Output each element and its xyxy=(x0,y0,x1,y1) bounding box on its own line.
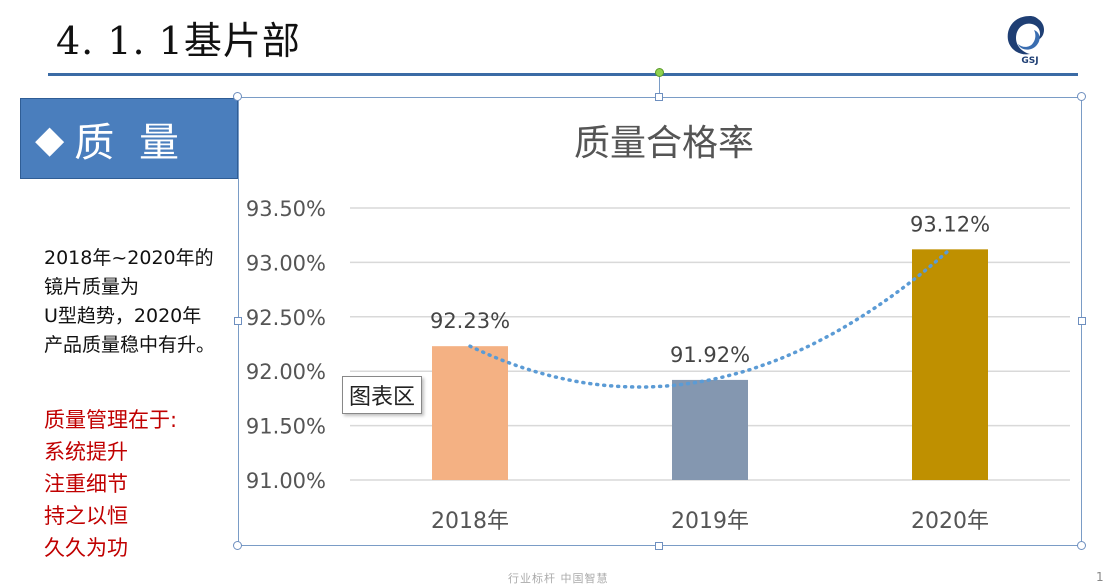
y-tick-label: 91.00% xyxy=(246,469,326,493)
point-line: 持之以恒 xyxy=(44,504,128,528)
section-label-box: ◆ 质 量 xyxy=(20,98,238,179)
description-line: 镜片质量为 xyxy=(44,276,140,298)
resize-handle-bottom-left[interactable] xyxy=(233,541,242,550)
y-tick-label: 92.50% xyxy=(246,306,326,330)
resize-handle-bottom-right[interactable] xyxy=(1077,541,1086,550)
chart-area-tooltip: 图表区 xyxy=(342,376,423,414)
point-line: 系统提升 xyxy=(44,440,128,464)
footer-slogan: 行业标杆 中国智慧 xyxy=(508,572,609,585)
y-tick-label: 91.50% xyxy=(246,415,326,439)
slide-title: 4. 1. 1基片部 xyxy=(56,19,301,63)
bar-2018年 xyxy=(432,346,508,480)
point-line: 注重细节 xyxy=(44,472,128,496)
point-line: 久久为功 xyxy=(44,536,128,560)
resize-handle-top[interactable] xyxy=(655,93,663,101)
rotate-handle-stem xyxy=(659,76,660,96)
data-label: 93.12% xyxy=(910,212,990,236)
y-tick-label: 93.00% xyxy=(246,251,326,275)
resize-handle-top-right[interactable] xyxy=(1077,92,1086,101)
bar-2020年 xyxy=(912,249,988,480)
x-tick-label: 2019年 xyxy=(671,509,749,534)
chart-title: 质量合格率 xyxy=(574,123,754,164)
description-line: 产品质量稳中有升。 xyxy=(44,334,216,356)
resize-handle-right[interactable] xyxy=(1078,317,1086,325)
logo-text: GSJ xyxy=(1021,56,1039,66)
point-line: 质量管理在于: xyxy=(44,408,178,432)
logo-swirl-icon xyxy=(1007,16,1044,55)
data-label: 91.92% xyxy=(670,343,750,367)
management-points: 质量管理在于: 系统提升 注重细节 持之以恒 久久为功 xyxy=(44,404,177,564)
diamond-icon: ◆ xyxy=(35,116,65,161)
x-tick-label: 2020年 xyxy=(911,509,989,534)
section-label: 质 量 xyxy=(74,119,185,166)
title-divider xyxy=(48,73,1078,76)
description-text: 2018年~2020年的 镜片质量为 U型趋势，2020年 产品质量稳中有升。 xyxy=(44,244,234,360)
y-tick-label: 92.00% xyxy=(246,360,326,384)
resize-handle-top-left[interactable] xyxy=(233,92,242,101)
description-line: U型趋势，2020年 xyxy=(44,305,202,327)
resize-handle-bottom[interactable] xyxy=(655,542,663,550)
y-tick-label: 93.50% xyxy=(246,197,326,221)
x-tick-label: 2018年 xyxy=(431,509,509,534)
description-line: 2018年~2020年的 xyxy=(44,247,214,269)
company-logo: GSJ xyxy=(1000,12,1060,70)
polynomial-trendline xyxy=(468,247,952,389)
rotate-handle[interactable] xyxy=(655,68,664,77)
resize-handle-left[interactable] xyxy=(234,317,242,325)
data-label: 92.23% xyxy=(430,309,510,333)
page-number: 1 xyxy=(1096,570,1104,584)
bar-2019年 xyxy=(672,379,748,480)
